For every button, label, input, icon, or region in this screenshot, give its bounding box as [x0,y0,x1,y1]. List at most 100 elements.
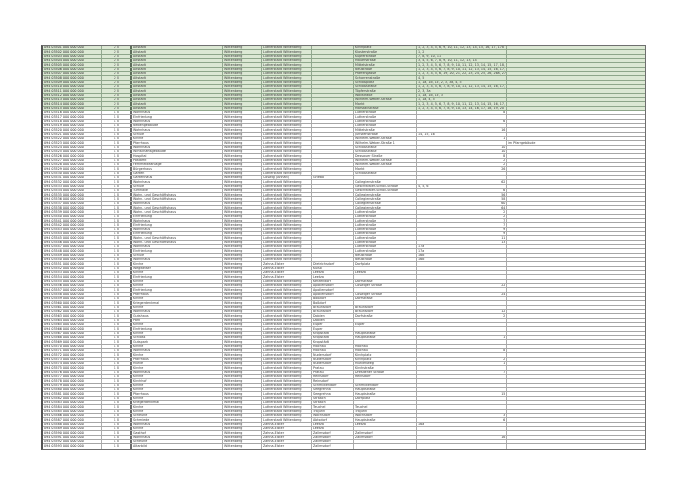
cell-district: Wittenberg [223,76,262,80]
cell-numbers [417,301,507,305]
cell-designation-text: Kirche [133,426,144,431]
cell-locality: Boßdorf [312,301,354,305]
cell-municipality-text: Coswig (Anhalt) [263,175,290,180]
cell-code: 1 B [102,340,132,344]
cell-designation-text: Einfriedung [133,249,152,253]
cell-district: Wittenberg [223,93,262,97]
cell-district: Wittenberg [223,188,262,193]
cell-numbers-text: 8 [502,154,505,158]
cell-municipality-text: Lutherstadt Wittenberg [263,46,302,50]
cell-designation-text: Kirche [133,396,144,400]
cell-id-text: 094 03501 000 000 000 [44,46,84,50]
cell-designation: Altstadt [132,76,223,80]
cell-designation: Mühle [132,361,223,366]
table-row: 094 03567 000 000 000 1 B Kirche Wittenberg… [43,331,645,336]
cell-locality [312,227,354,232]
cell-district-text: Wittenberg [224,292,243,297]
cell-street: Lutherstraße [354,236,417,240]
cell-municipality-text: Lutherstadt Wittenberg [263,409,302,413]
table-row: 094 03538 000 000 000 1 B Wohn- und Geschä… [43,206,645,211]
cell-id: 094 03517 000 000 000 [43,115,102,119]
cell-numbers-text: 1, 1a, 4, 5 [418,97,435,102]
cell-district-text: Wittenberg [224,158,243,162]
cell-locality [312,54,354,58]
cell-district-text: Wittenberg [224,271,243,275]
cell-municipality: Lutherstadt Wittenberg [262,305,312,309]
cell-designation: Wohnhaus [132,435,223,439]
cell-district: Wittenberg [223,227,262,232]
cell-id: 094 03535 000 000 000 [43,193,102,197]
cell-designation-text: Nebengebäude [133,123,159,128]
cell-street: Collegienstraße [354,193,417,197]
cell-district: Wittenberg [223,279,262,283]
cell-municipality: Lutherstadt Wittenberg [262,387,312,392]
cell-designation-text: Wohnhaus [133,370,151,374]
cell-id-text: 094 03533 000 000 000 [44,184,84,188]
cell-locality: Nudersdorf [312,357,354,361]
table-row: 094 03576 000 000 000 1 B Wohnhaus Wittenbe… [43,370,645,375]
cell-id-text: 094 03555 000 000 000 [44,279,84,284]
cell-designation-text: Kirche [133,271,144,275]
cell-municipality: Lutherstadt Wittenberg [262,201,312,206]
cell-street-text: Reinsdorf [355,374,371,379]
cell-district-text: Wittenberg [224,392,243,396]
cell-id-text: 094 03559 000 000 000 [44,297,84,301]
cell-district: Wittenberg [223,379,262,383]
cell-district: Wittenberg [223,171,262,175]
cell-locality [312,201,354,206]
cell-designation-text: Altstadt [133,84,146,89]
cell-locality [312,223,354,227]
cell-municipality-text: Lutherstadt Wittenberg [263,158,302,162]
cell-code: 1 B [102,348,132,353]
cell-district-text: Wittenberg [224,84,243,89]
cell-designation: Altstadt [132,80,223,84]
cell-municipality-text: Zahna-Elster [263,444,285,449]
cell-numbers-text: 16 [500,128,505,132]
cell-id-text: 094 03531 000 000 000 [44,175,84,180]
cell-street: Collegienstraße [354,206,417,210]
cell-id-text: 094 03565 000 000 000 [44,323,84,327]
cell-municipality-text: Lutherstadt Wittenberg [263,71,302,76]
cell-id: 094 03536 000 000 000 [43,197,102,201]
table-row: 094 03577 000 000 000 1 B Kirche Wittenberg… [43,374,645,380]
cell-id: 094 03521 000 000 000 [43,132,102,136]
cell-designation-text: Wohnhaus [133,422,151,426]
cell-numbers: 62 [417,180,507,184]
cell-designation-text: Wohnhaus [133,219,151,223]
cell-numbers: 1, 2, 3, 4, 5, 6, 7, 8, 9, 10, 11, 12, 1… [417,63,507,67]
cell-code-text: 1 B [113,305,119,310]
cell-street-text: Markt [355,167,365,171]
cell-numbers [417,331,507,335]
cell-locality-text: Leetza [313,426,324,431]
cell-code-text: 1 B [113,400,119,405]
cell-id: 094 03525 000 000 000 [43,149,102,154]
cell-street-text: Collegienstraße [355,206,381,210]
cell-numbers-text: 56 [500,193,505,197]
cell-id: 094 03553 000 000 000 [43,271,102,275]
cell-code-text: 1 B [113,141,119,145]
cell-locality: Seegrehna [312,392,354,396]
cell-code-text: 2 B [113,71,119,76]
cell-id-text: 094 03581 000 000 000 [44,392,84,396]
cell-district: Wittenberg [223,262,262,266]
cell-code-text: 1 B [113,188,119,193]
cell-municipality-text: Zahna-Elster [263,435,285,439]
cell-municipality: Lutherstadt Wittenberg [262,89,312,93]
cell-designation: Pfarrhaus [132,357,223,361]
cell-street-text: Hauptstraße [355,331,376,335]
cell-district-text: Wittenberg [224,232,243,236]
cell-designation-text: Altstadt [133,54,146,58]
cell-code: 1 B [102,240,132,245]
cell-street-text: Kirchplatz [355,357,372,361]
cell-municipality: Lutherstadt Wittenberg [262,46,312,50]
cell-designation-text: Kirche [133,284,144,288]
cell-municipality: Lutherstadt Wittenberg [262,292,312,296]
cell-designation-text: Mühle [133,361,143,366]
cell-designation: Altstadt [132,97,223,102]
cell-code: 1 B [102,400,132,405]
cell-designation: Nebengebäude [132,123,223,128]
cell-locality [312,245,354,249]
cell-remark [507,288,645,291]
cell-id-text: 094 03507 000 000 000 [44,71,84,76]
cell-locality [312,236,354,240]
